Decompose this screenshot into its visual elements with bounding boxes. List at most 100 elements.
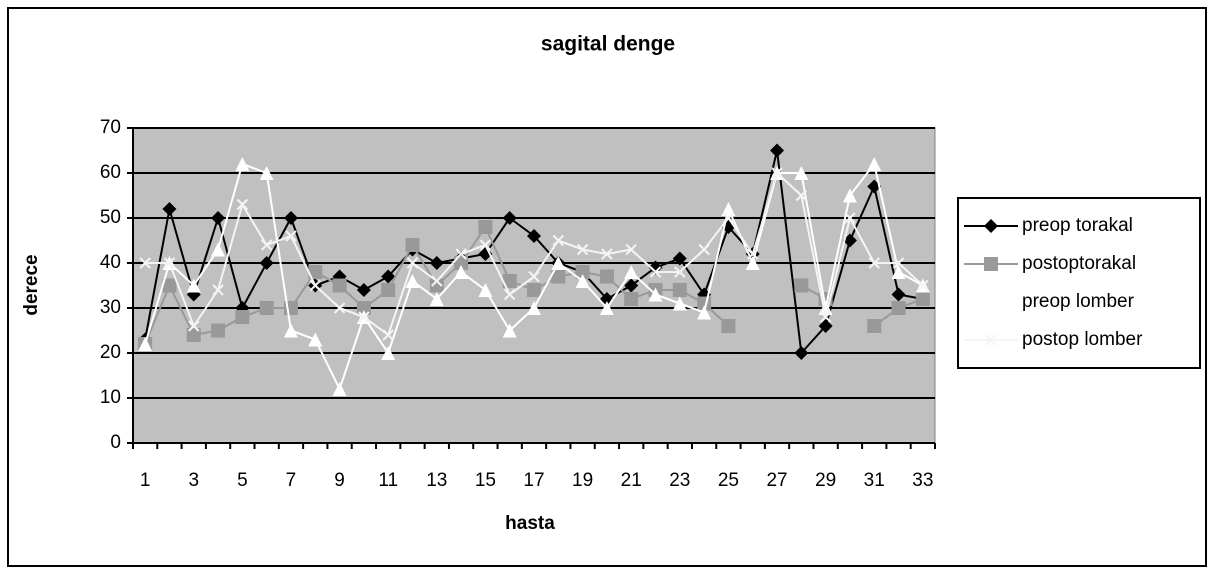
data-point — [844, 212, 856, 224]
data-point — [867, 319, 882, 333]
data-point — [478, 220, 493, 234]
data-point — [235, 157, 250, 171]
x-tick-label: 29 — [815, 470, 836, 491]
y-tick-label: 10 — [100, 387, 121, 408]
legend-marker — [984, 219, 998, 233]
data-point — [260, 239, 273, 251]
data-point — [479, 239, 492, 251]
data-point — [527, 229, 541, 243]
data-point — [721, 202, 736, 216]
data-point — [283, 211, 298, 225]
data-point — [528, 270, 540, 283]
data-point — [891, 265, 906, 279]
legend-marker — [984, 295, 998, 309]
legend-label: postoptorakal — [1022, 253, 1136, 274]
data-point — [332, 382, 347, 396]
x-tick-label: 1 — [140, 470, 151, 491]
data-point — [625, 243, 637, 256]
data-point — [672, 283, 687, 297]
y-tick-label: 60 — [100, 162, 121, 183]
data-point — [431, 275, 443, 287]
x-tick-label: 31 — [864, 470, 885, 491]
data-point — [162, 278, 177, 293]
y-tick-label: 20 — [100, 342, 121, 363]
y-tick-label: 40 — [100, 252, 121, 273]
legend-marker — [985, 334, 997, 346]
data-point — [892, 257, 905, 269]
data-point — [819, 311, 832, 323]
data-point — [283, 323, 298, 338]
data-point — [186, 328, 201, 342]
data-point — [285, 230, 297, 242]
legend-marker — [984, 257, 998, 271]
data-point — [211, 242, 226, 257]
data-point — [551, 269, 566, 284]
legend-label: preop lomber — [1022, 291, 1135, 312]
x-tick-label: 11 — [378, 470, 398, 491]
data-point — [624, 292, 639, 306]
data-point — [478, 283, 493, 297]
x-tick-label: 19 — [572, 470, 593, 491]
x-tick-label: 15 — [475, 470, 496, 491]
data-point — [455, 248, 467, 260]
data-point — [502, 323, 517, 338]
data-point — [722, 212, 735, 224]
data-point — [138, 337, 153, 351]
data-point — [891, 287, 906, 302]
y-tick-label: 30 — [100, 297, 121, 318]
data-point — [332, 278, 347, 293]
data-point — [235, 310, 250, 324]
data-point — [624, 278, 639, 293]
data-point — [867, 157, 882, 171]
data-point — [308, 332, 323, 347]
data-point — [551, 256, 566, 270]
data-point — [818, 301, 833, 315]
x-tick-label: 17 — [523, 470, 544, 491]
x-tick-label: 3 — [188, 470, 199, 491]
data-point — [503, 288, 516, 301]
data-point — [552, 234, 565, 247]
data-point — [771, 167, 783, 179]
data-point — [212, 284, 224, 296]
data-point — [139, 257, 151, 269]
data-point — [745, 256, 760, 270]
data-point — [381, 269, 396, 284]
data-point — [672, 296, 687, 311]
data-point — [917, 279, 929, 292]
data-point — [188, 320, 200, 332]
data-point — [698, 243, 710, 256]
data-point — [770, 143, 785, 158]
data-point — [502, 274, 517, 288]
x-tick-label: 21 — [621, 470, 642, 491]
x-tick-label: 7 — [286, 470, 297, 491]
data-point — [795, 189, 808, 202]
y-tick-label: 70 — [100, 117, 121, 138]
data-point — [842, 233, 857, 248]
data-point — [405, 238, 420, 252]
data-point — [454, 265, 469, 279]
data-point — [527, 283, 541, 297]
data-point — [576, 243, 589, 256]
data-point — [356, 283, 371, 297]
data-point — [868, 257, 880, 269]
y-tick-label: 50 — [100, 207, 121, 228]
x-tick-label: 5 — [237, 470, 248, 491]
data-point — [721, 319, 736, 333]
x-tick-label: 9 — [334, 470, 345, 491]
data-point — [842, 188, 857, 203]
data-point — [915, 292, 930, 306]
data-point — [406, 257, 419, 269]
data-point — [599, 301, 614, 315]
data-point — [601, 248, 613, 260]
data-point — [382, 329, 394, 341]
data-point — [674, 266, 686, 278]
data-point — [236, 198, 249, 211]
legend-label: preop torakal — [1022, 215, 1133, 236]
legend-label: postop lomber — [1022, 329, 1143, 350]
data-point — [211, 323, 226, 338]
data-point — [648, 287, 663, 302]
x-tick-label: 33 — [912, 470, 933, 491]
data-point — [599, 269, 614, 284]
data-point — [527, 301, 541, 315]
